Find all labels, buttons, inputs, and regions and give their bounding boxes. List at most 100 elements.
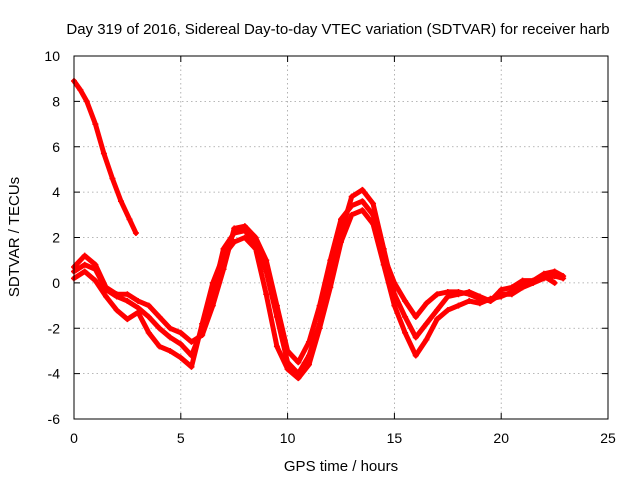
data-point: [199, 332, 206, 339]
data-point: [252, 234, 259, 241]
data-point: [231, 225, 238, 232]
data-point: [117, 198, 124, 205]
data-point: [92, 261, 99, 268]
data-point: [434, 291, 441, 298]
x-tick-label: 5: [177, 430, 185, 446]
data-point: [455, 288, 462, 295]
data-point: [540, 270, 547, 277]
data-point: [338, 216, 344, 223]
data-point: [370, 200, 377, 207]
data-point: [177, 341, 184, 348]
data-point: [412, 313, 419, 320]
data-point: [359, 198, 366, 205]
data-point: [444, 307, 451, 314]
data-point: [145, 329, 152, 336]
data-point: [434, 307, 441, 314]
data-point: [498, 286, 505, 293]
data-point: [177, 329, 184, 336]
data-point: [124, 291, 131, 298]
data-point: [487, 298, 494, 305]
data-point: [391, 279, 398, 286]
data-point: [273, 302, 280, 309]
data-point: [124, 316, 131, 323]
data-point: [167, 347, 174, 354]
data-point: [359, 207, 366, 214]
data-point: [167, 325, 174, 332]
y-tick-label: 2: [52, 230, 60, 246]
data-point: [252, 245, 259, 252]
data-point: [423, 300, 430, 307]
plot-frame: [73, 55, 609, 420]
data-point: [177, 354, 184, 361]
data-point: [220, 245, 227, 252]
y-tick-label: 0: [52, 275, 60, 291]
data-point: [124, 298, 131, 305]
y-tick-label: -6: [48, 411, 61, 427]
data-point: [476, 295, 483, 302]
data-point: [348, 193, 355, 200]
data-point: [241, 234, 248, 241]
data-point: [145, 302, 152, 309]
data-point: [402, 298, 409, 305]
x-tick-label: 25: [600, 430, 616, 446]
y-tick-label: 8: [52, 93, 60, 109]
data-point: [113, 307, 120, 314]
data-point: [135, 298, 142, 305]
data-point: [508, 284, 515, 291]
data-point: [156, 343, 163, 350]
data-point: [551, 279, 558, 286]
data-point: [145, 313, 152, 320]
data-point: [156, 313, 163, 320]
y-tick-label: -4: [48, 366, 61, 382]
data-point: [156, 325, 163, 332]
series-track-a: [71, 187, 566, 377]
data-point: [103, 293, 110, 300]
data-point: [103, 284, 110, 291]
data-point: [113, 291, 120, 298]
data-point: [327, 257, 334, 264]
data-point: [273, 343, 280, 350]
data-point: [402, 313, 409, 320]
x-tick-label: 20: [493, 430, 509, 446]
data-point: [295, 359, 302, 366]
data-point: [77, 87, 84, 94]
y-tick-label: -2: [48, 320, 61, 336]
data-point: [370, 211, 377, 218]
data-point: [135, 309, 142, 316]
series-track-b: [71, 207, 558, 381]
x-tick-label: 0: [70, 430, 78, 446]
data-point: [380, 252, 387, 259]
series-early-descent: [71, 78, 139, 236]
data-point: [126, 216, 133, 223]
data-point: [295, 375, 302, 382]
y-tick-label: 6: [52, 139, 60, 155]
data-point: [402, 329, 409, 336]
data-point: [188, 363, 195, 370]
data-point: [209, 279, 216, 286]
data-point: [92, 121, 99, 128]
data-point: [316, 302, 323, 309]
data-point: [444, 288, 451, 295]
data-point: [92, 277, 99, 284]
axis-ticks: 0 5 10 15 20 25 -6 -4 -2 0 2 4 6 8 10: [44, 48, 616, 446]
x-tick-label: 15: [387, 430, 403, 446]
data-series: [71, 77, 567, 382]
y-axis-label: SDTVAR / TECUs: [6, 177, 23, 297]
data-point: [263, 257, 270, 264]
data-point: [132, 229, 139, 236]
data-point: [167, 334, 174, 341]
data-point: [348, 211, 355, 218]
data-point: [466, 291, 473, 298]
x-tick-label: 10: [280, 430, 296, 446]
data-point: [359, 186, 366, 193]
data-point: [83, 98, 90, 105]
data-point: [241, 223, 248, 230]
data-point: [220, 266, 227, 273]
data-point: [412, 352, 419, 359]
data-point: [305, 361, 312, 368]
data-point: [81, 252, 88, 259]
data-point: [560, 273, 567, 280]
data-point: [466, 298, 473, 305]
data-point: [530, 277, 537, 284]
